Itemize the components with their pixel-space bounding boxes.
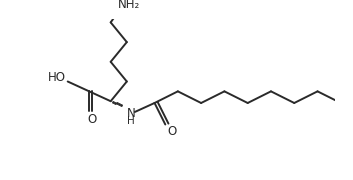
Text: H: H	[127, 116, 135, 126]
Text: HO: HO	[48, 71, 66, 84]
Text: O: O	[168, 125, 177, 138]
Text: N: N	[127, 107, 136, 120]
Text: NH₂: NH₂	[118, 0, 140, 11]
Text: O: O	[87, 113, 96, 126]
